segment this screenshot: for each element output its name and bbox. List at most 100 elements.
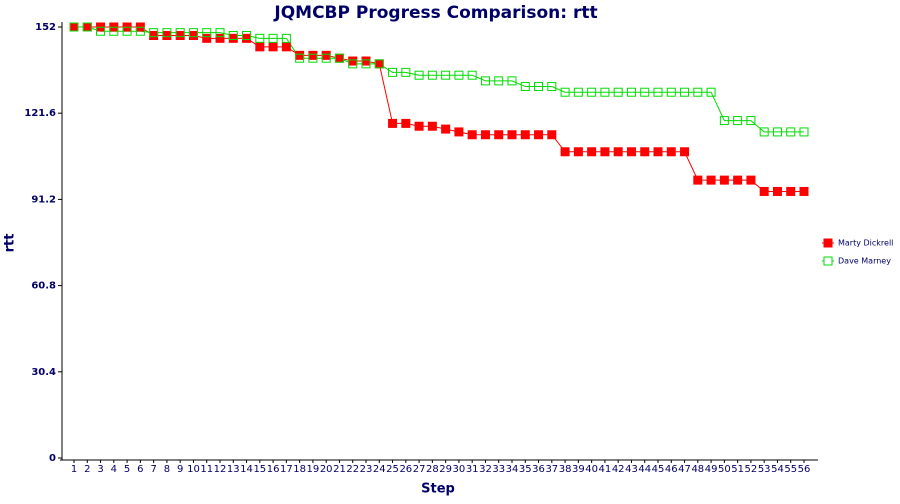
x-tick-label: 1	[71, 464, 77, 475]
data-point	[494, 76, 504, 86]
data-point	[69, 22, 79, 32]
legend-swatch	[823, 256, 833, 266]
series-line	[74, 26, 804, 133]
x-tick-label: 18	[293, 464, 306, 475]
x-tick-label: 12	[214, 464, 227, 475]
x-tick-label: 11	[200, 464, 213, 475]
y-tick-label: 152	[35, 22, 56, 33]
legend-label: Marty Dickrell	[838, 239, 893, 248]
x-tick-label: 34	[506, 464, 519, 475]
data-point	[746, 116, 756, 126]
data-point	[666, 87, 676, 97]
data-point	[334, 53, 344, 63]
data-point	[454, 127, 464, 137]
x-tick-label: 17	[280, 464, 293, 475]
data-point	[388, 118, 398, 128]
data-point	[693, 175, 703, 185]
x-tick-label: 44	[638, 464, 651, 475]
x-tick-label: 14	[240, 464, 253, 475]
data-point	[759, 127, 769, 137]
data-point	[507, 130, 517, 140]
x-tick-label: 33	[492, 464, 505, 475]
y-tick-label: 30.4	[31, 367, 56, 378]
x-tick-label: 20	[320, 464, 333, 475]
data-point	[135, 26, 145, 36]
x-tick-label: 48	[691, 464, 704, 475]
data-point	[573, 87, 583, 97]
data-point	[786, 186, 796, 196]
y-axis-label: rtt	[3, 234, 18, 253]
data-point	[534, 82, 544, 92]
x-tick-label: 54	[771, 464, 784, 475]
data-point	[772, 127, 782, 137]
data-point	[746, 175, 756, 185]
x-tick-label: 6	[137, 464, 143, 475]
data-point	[149, 28, 159, 38]
data-point	[520, 82, 530, 92]
data-point	[202, 28, 212, 38]
x-tick-label: 39	[572, 464, 585, 475]
data-point	[626, 87, 636, 97]
x-tick-label: 32	[479, 464, 492, 475]
data-point	[786, 127, 796, 137]
x-axis-label: Step	[421, 482, 455, 497]
x-tick-label: 31	[466, 464, 479, 475]
x-tick-label: 4	[111, 464, 117, 475]
x-tick-label: 28	[426, 464, 439, 475]
data-point	[401, 118, 411, 128]
data-point	[122, 26, 132, 36]
data-point	[308, 53, 318, 63]
data-point	[361, 59, 371, 69]
x-tick-label: 3	[97, 464, 103, 475]
data-point	[162, 28, 172, 38]
data-point	[255, 33, 265, 43]
x-tick-label: 27	[413, 464, 426, 475]
data-point	[653, 87, 663, 97]
x-tick-label: 47	[678, 464, 691, 475]
x-tick-label: 53	[758, 464, 771, 475]
x-tick-label: 25	[386, 464, 399, 475]
data-point	[321, 53, 331, 63]
data-point	[242, 31, 252, 41]
data-point	[640, 87, 650, 97]
x-tick-label: 38	[559, 464, 572, 475]
x-tick-label: 26	[399, 464, 412, 475]
x-tick-label: 15	[253, 464, 266, 475]
data-point	[706, 175, 716, 185]
x-tick-label: 5	[124, 464, 130, 475]
x-tick-label: 49	[705, 464, 718, 475]
data-point	[215, 28, 225, 38]
data-point	[414, 121, 424, 131]
x-tick-label: 8	[164, 464, 170, 475]
x-tick-label: 37	[545, 464, 558, 475]
data-point	[96, 26, 106, 36]
data-point	[560, 147, 570, 157]
data-point	[547, 82, 557, 92]
data-point	[772, 186, 782, 196]
data-point	[613, 87, 623, 97]
data-point	[441, 124, 451, 134]
x-tick-label: 56	[798, 464, 811, 475]
data-point	[427, 121, 437, 131]
y-tick-label: 0	[49, 453, 56, 464]
data-point	[653, 147, 663, 157]
data-point	[494, 130, 504, 140]
data-point	[480, 130, 490, 140]
data-point	[799, 186, 809, 196]
x-tick-label: 19	[307, 464, 320, 475]
data-point	[719, 116, 729, 126]
x-tick-label: 7	[150, 464, 156, 475]
data-point	[759, 186, 769, 196]
data-point	[441, 70, 451, 80]
x-tick-label: 23	[360, 464, 373, 475]
x-tick-label: 16	[267, 464, 280, 475]
x-tick-label: 40	[585, 464, 598, 475]
data-point	[281, 42, 291, 52]
data-point	[467, 70, 477, 80]
x-tick-label: 51	[731, 464, 744, 475]
data-point	[520, 130, 530, 140]
data-point	[454, 70, 464, 80]
data-point	[255, 42, 265, 52]
data-point	[388, 67, 398, 77]
x-tick-label: 46	[665, 464, 678, 475]
